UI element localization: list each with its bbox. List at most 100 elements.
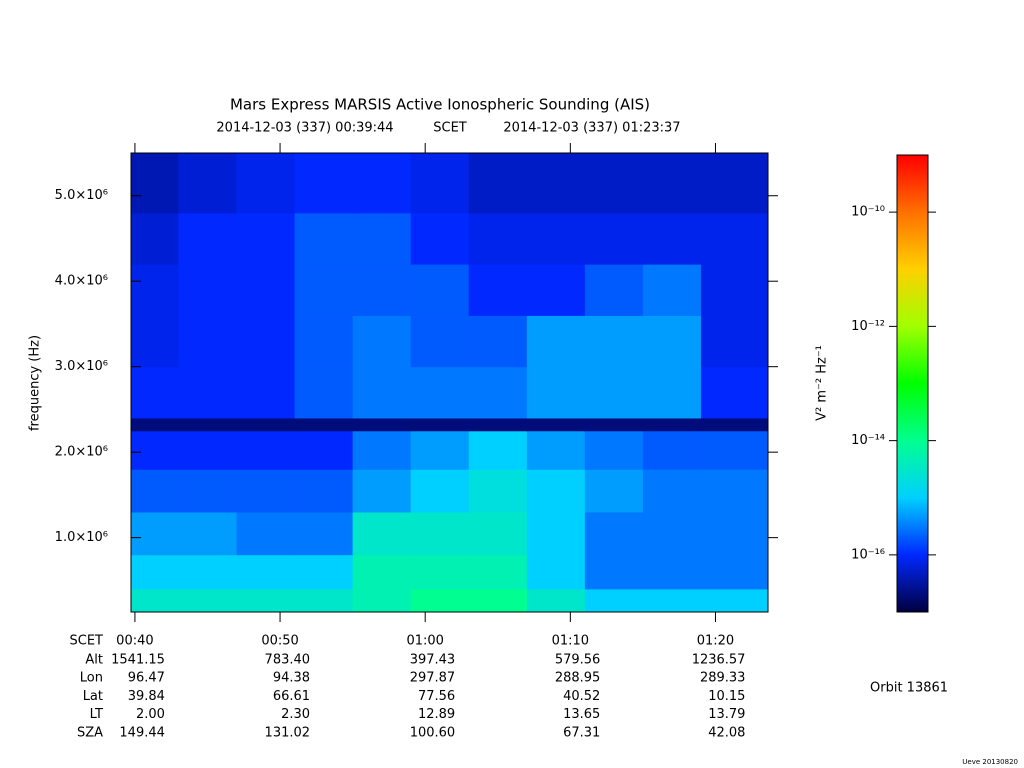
ephemeris-value: 96.47 bbox=[128, 671, 165, 686]
spectrogram-cell bbox=[294, 430, 354, 470]
spectrogram-cell bbox=[468, 588, 528, 613]
spectrogram-cell bbox=[131, 588, 179, 613]
ephemeris-label: Lon bbox=[80, 671, 103, 686]
spectrogram-cell bbox=[131, 417, 179, 432]
spectrogram-cell bbox=[410, 554, 470, 590]
spectrogram-cell bbox=[294, 417, 354, 432]
spectrogram-cell bbox=[236, 511, 296, 556]
spectrogram-cell bbox=[468, 366, 528, 419]
spectrogram-cell bbox=[642, 469, 702, 513]
x-tick-label: 01:20 bbox=[697, 634, 734, 649]
ephemeris-value: 13.79 bbox=[708, 707, 745, 722]
spectrogram-cell bbox=[236, 430, 296, 470]
spectrogram-cell bbox=[584, 366, 644, 419]
y-tick-label: 3.0×10⁶ bbox=[55, 359, 108, 374]
ephemeris-label: SCET bbox=[70, 634, 104, 649]
spectrogram-cell bbox=[352, 153, 412, 214]
spectrogram-cell bbox=[236, 554, 296, 590]
spectrogram-cell bbox=[700, 153, 769, 214]
spectrogram-cell bbox=[526, 366, 586, 419]
spectrogram-cell bbox=[526, 554, 586, 590]
spectrogram-cell bbox=[468, 430, 528, 470]
spectrogram-cell bbox=[410, 315, 470, 368]
spectrogram-cell bbox=[131, 264, 179, 316]
ephemeris-value: 42.08 bbox=[708, 725, 745, 740]
subtitle-end: 2014-12-03 (337) 01:23:37 bbox=[503, 121, 680, 136]
colorbar bbox=[896, 154, 929, 613]
spectrogram-cell bbox=[294, 153, 354, 214]
spectrogram-cell bbox=[584, 511, 644, 556]
spectrogram-cell bbox=[294, 366, 354, 419]
spectrogram-cell bbox=[584, 469, 644, 513]
spectrogram-cell bbox=[410, 153, 470, 214]
spectrogram-cell bbox=[700, 588, 769, 613]
y-tick-label: 4.0×10⁶ bbox=[55, 274, 108, 289]
ephemeris-value: 1236.57 bbox=[692, 653, 746, 668]
spectrogram-cell bbox=[178, 212, 238, 265]
spectrogram-cell bbox=[352, 588, 412, 613]
spectrogram-cell bbox=[352, 554, 412, 590]
spectrogram-cell bbox=[236, 315, 296, 368]
spectrogram-cell bbox=[468, 212, 528, 265]
spectrogram-cell bbox=[468, 511, 528, 556]
spectrogram-cell bbox=[642, 315, 702, 368]
spectrogram-cell bbox=[642, 212, 702, 265]
y-tick-label: 1.0×10⁶ bbox=[55, 530, 108, 545]
spectrogram-cell bbox=[178, 366, 238, 419]
spectrogram-cell bbox=[642, 430, 702, 470]
spectrogram-cell bbox=[642, 153, 702, 214]
spectrogram-cell bbox=[410, 511, 470, 556]
spectrogram-cell bbox=[700, 417, 769, 432]
ephemeris-value: 289.33 bbox=[700, 671, 746, 686]
subtitle-start: 2014-12-03 (337) 00:39:44 bbox=[216, 121, 393, 136]
spectrogram-cell bbox=[642, 554, 702, 590]
y-tick-label: 5.0×10⁶ bbox=[55, 188, 108, 203]
colorbar-tick-label: 10⁻¹⁶ bbox=[851, 547, 885, 562]
spectrogram-cell bbox=[526, 430, 586, 470]
ephemeris-value: 2.30 bbox=[281, 707, 310, 722]
ephemeris-value: 10.15 bbox=[708, 689, 745, 704]
spectrogram-cell bbox=[526, 588, 586, 613]
colorbar-tick-label: 10⁻¹⁰ bbox=[851, 205, 885, 220]
x-tick-label: 01:10 bbox=[552, 634, 589, 649]
spectrogram-cell bbox=[410, 264, 470, 316]
spectrogram-cell bbox=[352, 511, 412, 556]
ephemeris-value: 40.52 bbox=[563, 689, 600, 704]
ephemeris-value: 39.84 bbox=[128, 689, 165, 704]
spectrogram-cell bbox=[178, 153, 238, 214]
spectrogram-cell bbox=[236, 366, 296, 419]
spectrogram-cell bbox=[352, 264, 412, 316]
spectrogram-cell bbox=[700, 511, 769, 556]
x-tick-label: 00:50 bbox=[261, 634, 298, 649]
spectrogram-cell bbox=[131, 153, 179, 214]
x-tick-label: 01:00 bbox=[406, 634, 443, 649]
ephemeris-value: 2.00 bbox=[136, 707, 165, 722]
spectrogram-cell bbox=[526, 469, 586, 513]
ephemeris-value: 66.61 bbox=[273, 689, 310, 704]
ephemeris-value: 783.40 bbox=[265, 653, 311, 668]
spectrogram-cell bbox=[236, 264, 296, 316]
spectrogram-cell bbox=[584, 315, 644, 368]
ephemeris-label: LT bbox=[90, 707, 103, 722]
spectrogram-cell bbox=[131, 430, 179, 470]
spectrogram-cell bbox=[584, 588, 644, 613]
spectrogram-cell bbox=[178, 554, 238, 590]
spectrogram-cell bbox=[584, 554, 644, 590]
spectrogram-cell bbox=[584, 212, 644, 265]
ephemeris-value: 297.87 bbox=[410, 671, 456, 686]
spectrogram-cell bbox=[700, 469, 769, 513]
spectrogram-cell bbox=[642, 264, 702, 316]
spectrogram-cell bbox=[584, 153, 644, 214]
ephemeris-label: Lat bbox=[83, 689, 103, 704]
spectrogram-cell bbox=[294, 315, 354, 368]
spectrogram-cell bbox=[468, 554, 528, 590]
spectrogram-cell bbox=[700, 264, 769, 316]
spectrogram-cell bbox=[700, 315, 769, 368]
spectrogram-cell bbox=[526, 212, 586, 265]
spectrogram-cell bbox=[410, 417, 470, 432]
ephemeris-value: 12.89 bbox=[418, 707, 455, 722]
y-tick-label: 2.0×10⁶ bbox=[55, 445, 108, 460]
ephemeris-value: 13.65 bbox=[563, 707, 600, 722]
spectrogram-cell bbox=[294, 588, 354, 613]
